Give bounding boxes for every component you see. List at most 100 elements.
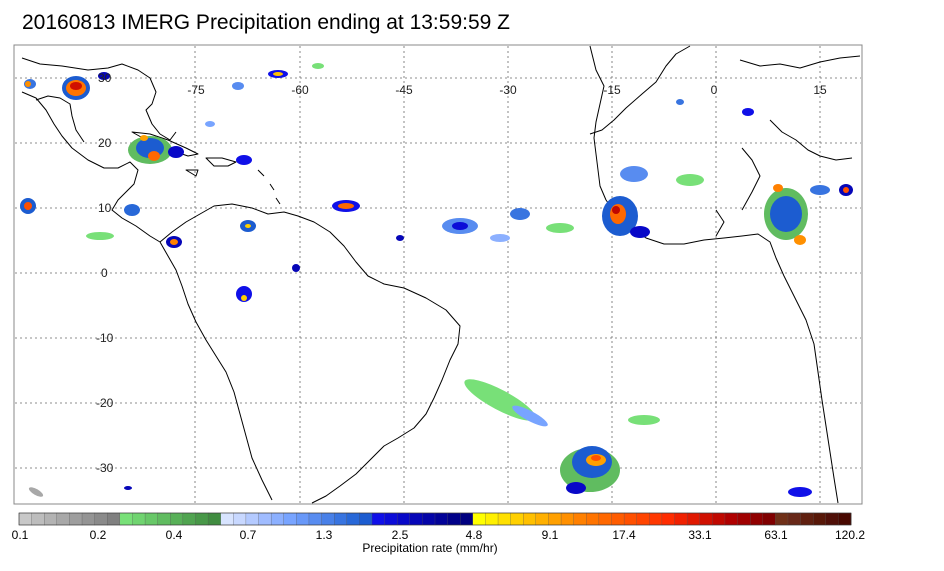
colorbar-swatch xyxy=(31,512,45,526)
colorbar-swatch xyxy=(18,512,33,526)
colorbar-swatch xyxy=(333,512,348,526)
colorbar-swatch xyxy=(422,512,436,526)
colorbar-swatch xyxy=(510,512,524,526)
colorbar-swatch xyxy=(573,512,587,526)
coastlines xyxy=(21,45,861,504)
colorbar xyxy=(18,512,852,526)
colorbar-swatch xyxy=(81,512,96,526)
colorbar-swatch xyxy=(813,512,827,526)
colorbar-swatch xyxy=(258,512,272,526)
colorbar-swatch xyxy=(800,512,814,526)
colorbar-swatch xyxy=(497,512,512,526)
colorbar-swatch xyxy=(750,512,764,526)
colorbar-swatch xyxy=(686,512,701,526)
colorbar-swatch xyxy=(56,512,70,526)
lat-label: 0 xyxy=(101,266,108,280)
colorbar-swatch xyxy=(397,512,411,526)
colorbar-swatch xyxy=(611,512,625,526)
colorbar-swatch xyxy=(283,512,297,526)
colorbar-swatch xyxy=(245,512,259,526)
colorbar-tick-label: 63.1 xyxy=(764,528,788,542)
colorbar-border xyxy=(18,512,852,526)
colorbar-swatch xyxy=(107,512,121,526)
colorbar-swatch xyxy=(157,512,171,526)
lon-label: -60 xyxy=(291,83,309,97)
colorbar-swatch xyxy=(598,512,612,526)
colorbar-tick-label: 9.1 xyxy=(541,528,559,542)
colorbar-tick-label: 33.1 xyxy=(688,528,712,542)
lat-label: -30 xyxy=(96,461,114,475)
colorbar-swatch xyxy=(434,512,449,526)
colorbar-tick-label: 0.2 xyxy=(89,528,107,542)
colorbar-swatch xyxy=(523,512,537,526)
colorbar-swatch xyxy=(132,512,146,526)
colorbar-swatch xyxy=(170,512,184,526)
longitude-labels: -75 -60 -45 -30 -15 0 15 xyxy=(187,83,827,97)
colorbar-swatch xyxy=(636,512,650,526)
latitude-labels: 30 20 10 0 -10 -20 -30 xyxy=(96,71,114,475)
colorbar-swatch xyxy=(359,512,373,526)
colorbar-swatch xyxy=(586,512,600,526)
colorbar-swatch xyxy=(535,512,549,526)
colorbar-swatch xyxy=(649,512,663,526)
colorbar-tick-label: 120.2 xyxy=(834,528,866,542)
colorbar-swatch xyxy=(44,512,58,526)
map-title: 20160813 IMERG Precipitation ending at 1… xyxy=(22,11,510,34)
colorbar-swatch xyxy=(825,512,839,526)
colorbar-swatch xyxy=(674,512,688,526)
colorbar-swatch xyxy=(623,512,638,526)
colorbar-tick-label: 2.5 xyxy=(391,528,409,542)
lon-label: -75 xyxy=(187,83,205,97)
colorbar-tick-label: 0.1 xyxy=(11,528,29,542)
colorbar-swatch xyxy=(69,512,83,526)
colorbar-swatch xyxy=(737,512,751,526)
colorbar-swatch xyxy=(308,512,323,526)
colorbar-swatch xyxy=(560,512,575,526)
colorbar-swatch xyxy=(384,512,398,526)
colorbar-swatch xyxy=(548,512,562,526)
colorbar-swatch xyxy=(207,512,222,526)
colorbar-swatch xyxy=(838,512,852,526)
lon-label: -45 xyxy=(395,83,413,97)
lon-label: 15 xyxy=(813,83,827,97)
lat-label: 10 xyxy=(98,201,112,215)
colorbar-tick-label: 4.8 xyxy=(465,528,483,542)
colorbar-swatch xyxy=(762,512,776,526)
lat-label: 20 xyxy=(98,136,112,150)
colorbar-tick-label: 0.4 xyxy=(165,528,183,542)
colorbar-swatch xyxy=(220,512,234,526)
lat-label: 30 xyxy=(98,71,112,85)
colorbar-tick-label: 17.4 xyxy=(612,528,636,542)
colorbar-swatch xyxy=(346,512,360,526)
colorbar-swatch xyxy=(371,512,386,526)
colorbar-swatch xyxy=(712,512,726,526)
colorbar-swatch xyxy=(724,512,739,526)
colorbar-swatch xyxy=(409,512,423,526)
colorbar-label: Precipitation rate (mm/hr) xyxy=(362,541,498,555)
colorbar-swatch xyxy=(296,512,310,526)
colorbar-swatch xyxy=(447,512,461,526)
colorbar-swatch xyxy=(182,512,196,526)
map-frame xyxy=(13,44,863,505)
colorbar-swatch xyxy=(661,512,675,526)
colorbar-tick-label: 0.7 xyxy=(239,528,257,542)
colorbar-swatch xyxy=(485,512,499,526)
lon-label: -30 xyxy=(499,83,517,97)
lat-label: -20 xyxy=(96,396,114,410)
colorbar-swatch xyxy=(787,512,802,526)
colorbar-swatch xyxy=(460,512,474,526)
lat-label: -10 xyxy=(96,331,114,345)
colorbar-swatch xyxy=(144,512,159,526)
colorbar-swatch xyxy=(472,512,486,526)
colorbar-swatch xyxy=(321,512,335,526)
colorbar-swatch xyxy=(94,512,108,526)
colorbar-swatch xyxy=(775,512,789,526)
colorbar-swatch xyxy=(699,512,713,526)
colorbar-swatch xyxy=(233,512,247,526)
lon-label: 0 xyxy=(711,83,718,97)
colorbar-swatch xyxy=(119,512,133,526)
precipitation-cells xyxy=(20,63,853,497)
lon-label: -15 xyxy=(603,83,621,97)
colorbar-swatch xyxy=(195,512,209,526)
colorbar-tick-label: 1.3 xyxy=(315,528,333,542)
